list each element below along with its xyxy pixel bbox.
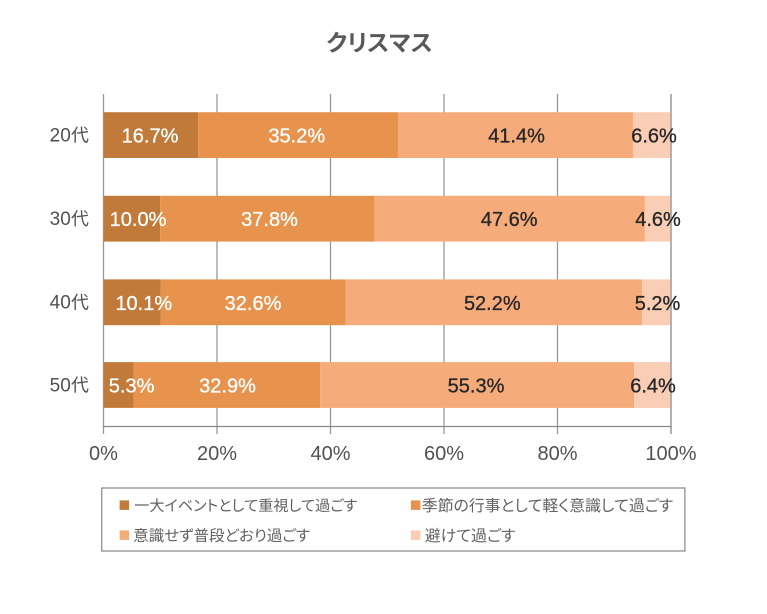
svg-text:100%: 100% (645, 443, 696, 465)
svg-text:37.8%: 37.8% (241, 209, 298, 231)
svg-text:41.4%: 41.4% (488, 126, 545, 148)
svg-text:0%: 0% (89, 443, 118, 465)
svg-text:47.6%: 47.6% (481, 209, 538, 231)
svg-text:50: 50 (50, 375, 71, 396)
svg-text:5.2%: 5.2% (635, 293, 681, 315)
svg-text:80%: 80% (537, 443, 577, 465)
svg-text:55.3%: 55.3% (448, 376, 505, 398)
svg-text:10.0%: 10.0% (110, 209, 167, 231)
svg-text:5.3%: 5.3% (109, 376, 155, 398)
svg-text:30: 30 (50, 209, 71, 230)
svg-text:35.2%: 35.2% (268, 126, 325, 148)
svg-text:10.1%: 10.1% (115, 293, 172, 315)
svg-text:20%: 20% (197, 443, 237, 465)
svg-text:40: 40 (50, 293, 71, 314)
svg-text:60%: 60% (424, 443, 464, 465)
svg-text:40%: 40% (310, 443, 350, 465)
svg-text:20: 20 (50, 125, 71, 146)
svg-text:6.6%: 6.6% (631, 126, 677, 148)
svg-text:52.2%: 52.2% (464, 293, 521, 315)
svg-text:32.6%: 32.6% (225, 293, 282, 315)
svg-text:16.7%: 16.7% (122, 126, 179, 148)
svg-text:32.9%: 32.9% (199, 376, 256, 398)
svg-text:4.6%: 4.6% (635, 209, 681, 231)
svg-text:6.4%: 6.4% (630, 376, 676, 398)
